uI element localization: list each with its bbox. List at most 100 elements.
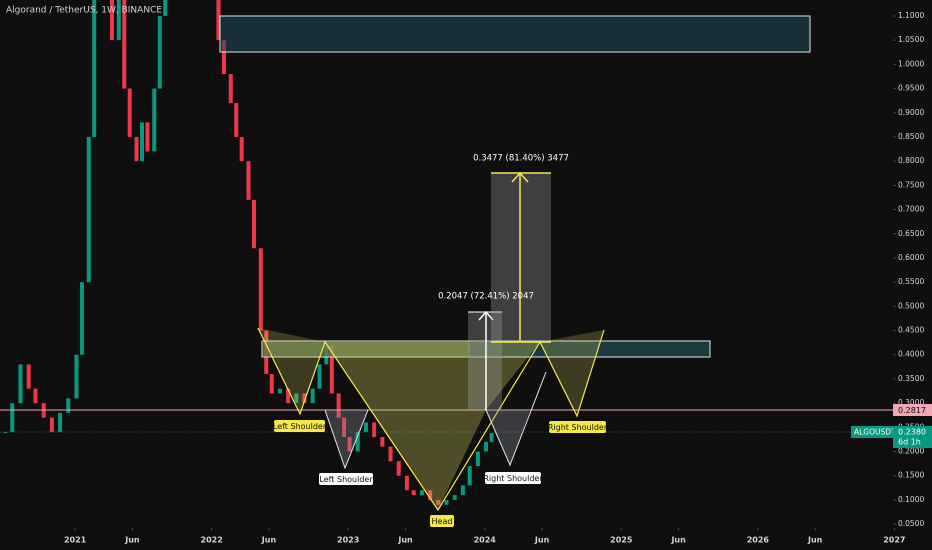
rs-minor-fill xyxy=(486,410,530,465)
y-tick-label: 0.9000 xyxy=(898,108,924,117)
x-tick-label: Jun xyxy=(670,536,686,545)
rs-fill xyxy=(540,330,604,416)
candle-body xyxy=(18,364,23,404)
candle-body xyxy=(467,466,472,486)
candle-body xyxy=(336,393,341,418)
x-tick-label: 2022 xyxy=(201,536,223,545)
y-tick-label: 0.5500 xyxy=(898,277,924,286)
candle-body xyxy=(372,422,377,438)
candle-body xyxy=(163,0,168,16)
y-tick-label: 0.3000 xyxy=(898,398,924,407)
pattern-minor-right xyxy=(485,371,547,467)
candle-body xyxy=(277,388,282,394)
x-tick-label: Jun xyxy=(261,536,277,545)
candle-body xyxy=(302,393,307,404)
target-label-small: 0.2047 (72.41%) 2047 xyxy=(438,292,534,302)
head-label: Head xyxy=(432,517,453,526)
candle-body xyxy=(258,248,263,331)
candle-body xyxy=(396,461,401,476)
candle-body xyxy=(419,490,424,496)
y-tick-label: 1.0500 xyxy=(898,35,924,44)
y-tick-label: 0.5000 xyxy=(898,301,924,310)
x-tick-label: Jun xyxy=(534,536,550,545)
right-shoulder-major: Right Shoulder xyxy=(548,423,608,432)
countdown: 6d 1h xyxy=(898,438,921,447)
ls-fill xyxy=(258,328,325,414)
candle-body xyxy=(489,433,494,442)
pattern-major xyxy=(257,327,605,512)
candle-body xyxy=(444,499,449,505)
neckline-tag xyxy=(893,404,932,416)
x-tick-label: 2023 xyxy=(337,536,359,545)
y-tick-label: 0.1500 xyxy=(898,471,924,480)
candle-body xyxy=(152,88,157,152)
candle-body xyxy=(363,422,368,433)
label-box xyxy=(319,473,373,485)
symbol: ALGOUSDT xyxy=(854,428,896,437)
candle-body xyxy=(251,199,256,249)
y-tick-label: 0.8000 xyxy=(898,156,924,165)
candle-body xyxy=(74,354,79,399)
label-box xyxy=(430,515,454,527)
neckline-price: 0.2817 xyxy=(898,406,926,415)
y-tick-label: 0.1000 xyxy=(898,495,924,504)
candle-body xyxy=(484,441,489,452)
y-tick-label: 0.9500 xyxy=(898,84,924,93)
candle-body xyxy=(221,40,226,75)
last-price: 0.2380 xyxy=(898,428,926,437)
candle-body xyxy=(269,374,274,394)
time-axis xyxy=(0,528,932,550)
x-tick-label: Jun xyxy=(807,536,823,545)
y-tick-label: 0.6500 xyxy=(898,229,924,238)
candle-body xyxy=(26,364,31,389)
candle-body xyxy=(58,412,63,433)
candle-body xyxy=(310,388,315,404)
candle-body xyxy=(246,161,251,200)
candle-body xyxy=(329,345,334,394)
candle-body xyxy=(452,495,457,500)
candle-body xyxy=(234,103,239,137)
candle-body xyxy=(140,122,145,162)
x-tick-label: 2021 xyxy=(64,536,87,545)
candle-body xyxy=(239,136,244,162)
y-tick-label: 0.4000 xyxy=(898,350,924,359)
drawings xyxy=(0,15,893,512)
target-label-large: 0.3477 (81.40%) 3477 xyxy=(473,154,569,164)
supply-zone xyxy=(219,15,811,53)
candle-body xyxy=(388,446,393,462)
label-box xyxy=(485,472,541,484)
candle-body xyxy=(317,364,322,389)
x-tick-label: 2025 xyxy=(610,536,633,545)
x-tick-label: Jun xyxy=(397,536,413,545)
candle-body xyxy=(116,0,121,41)
candle-body xyxy=(286,388,291,404)
ls-minor-fill xyxy=(325,410,368,468)
y-tick-label: 0.7000 xyxy=(898,205,924,214)
label-box xyxy=(549,421,606,433)
x-tick-label: Jun xyxy=(124,536,140,545)
candle-body xyxy=(79,282,84,355)
x-tick-label: 2026 xyxy=(747,536,770,545)
last-price-tag xyxy=(893,426,932,448)
candle-body xyxy=(404,475,409,491)
right-shoulder-minor: Right Shoulder xyxy=(483,474,543,483)
y-tick-label: 1.1000 xyxy=(898,11,924,20)
candle-body xyxy=(10,403,15,433)
y-tick-label: 0.8500 xyxy=(898,132,924,141)
y-tick-label: 0.0500 xyxy=(898,519,924,528)
candles xyxy=(3,0,494,505)
candle-body xyxy=(3,432,8,434)
candle-body xyxy=(411,490,416,496)
pattern-minor-left xyxy=(324,409,369,470)
y-tick-label: 1.0000 xyxy=(898,59,924,68)
candle-body xyxy=(460,485,465,496)
candle-body xyxy=(380,437,385,447)
x-tick-label: 2024 xyxy=(474,536,497,545)
candle-body xyxy=(157,15,162,89)
candle-body xyxy=(109,0,114,41)
y-tick-label: 0.3500 xyxy=(898,374,924,383)
candle-body xyxy=(92,0,97,137)
candle-body xyxy=(216,0,221,41)
